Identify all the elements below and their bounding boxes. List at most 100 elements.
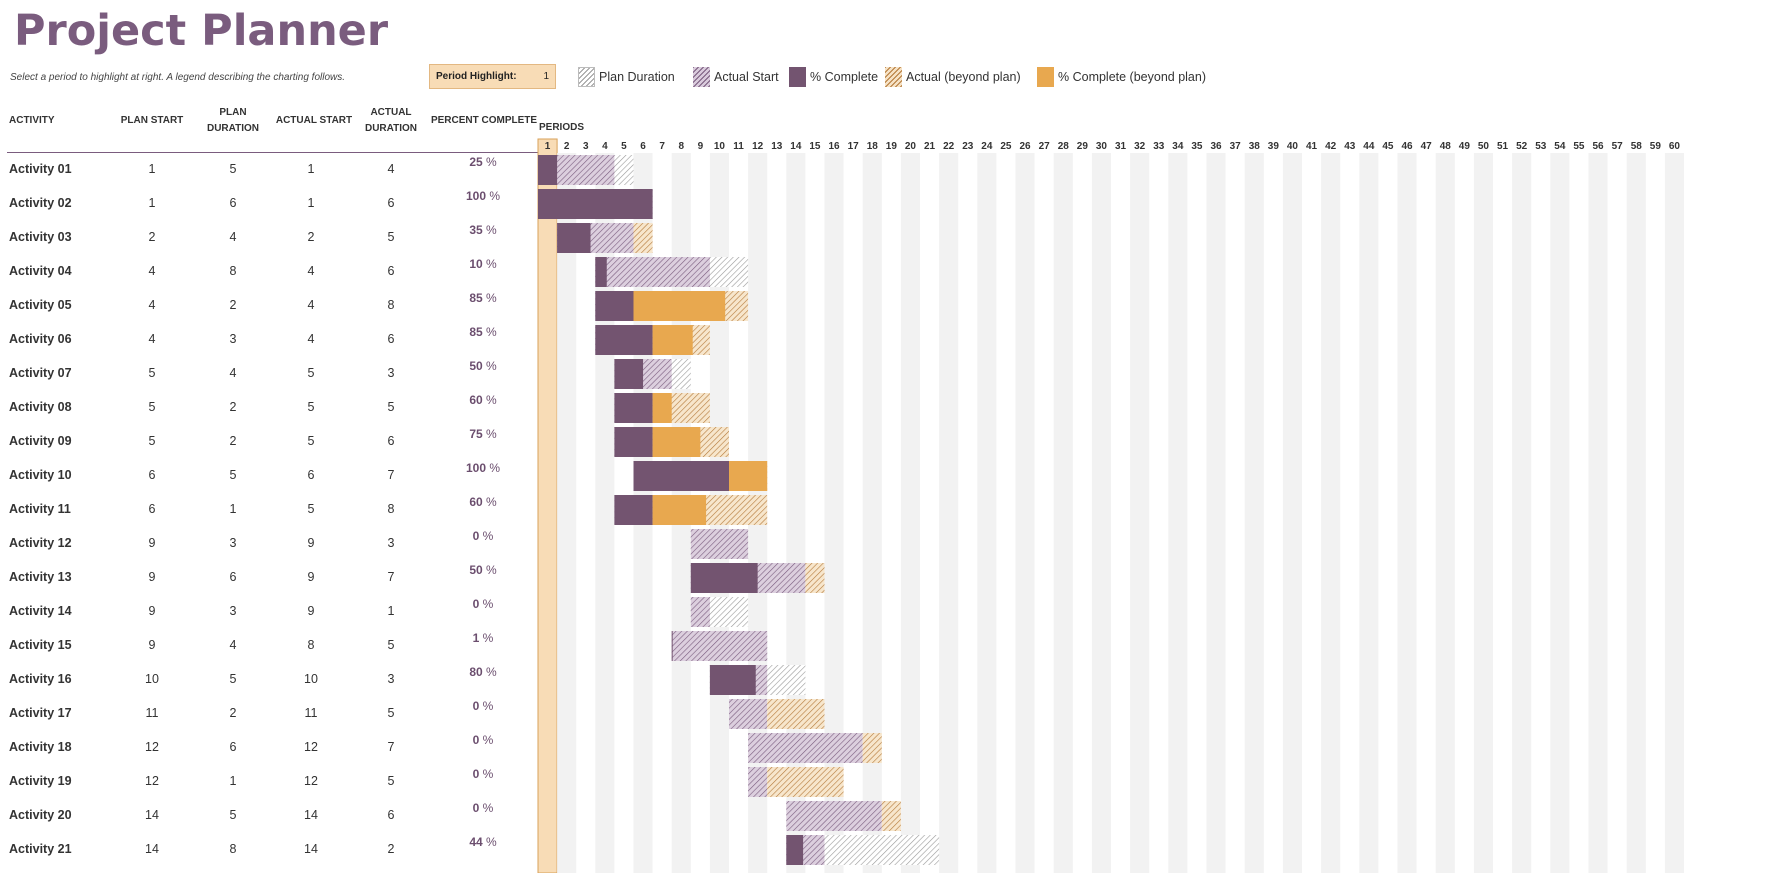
plan-start-cell: 1 [148, 162, 156, 176]
percent-complete-bar [614, 393, 653, 423]
actual-beyond-plan-bar [805, 563, 825, 593]
plan-duration-cell: 8 [229, 842, 237, 856]
plan-duration-cell: 4 [229, 638, 237, 652]
plan-start-cell: 14 [145, 842, 159, 856]
period-column [1397, 153, 1417, 873]
plan-start-cell: 11 [145, 706, 159, 720]
activity-name: Activity 12 [9, 536, 72, 550]
legend-plan-duration: Plan Duration [578, 67, 675, 87]
actual-beyond-plan-bar [881, 801, 901, 831]
highlight-column [537, 138, 558, 873]
percent-complete-bar [557, 223, 591, 253]
legend-label: % Complete (beyond plan) [1058, 70, 1206, 84]
complete-beyond-plan-bar [652, 495, 707, 525]
actual-beyond-plan-bar [767, 767, 844, 797]
period-label: 23 [962, 141, 974, 152]
actual-duration-cell: 7 [387, 570, 395, 584]
percent-sign: % [482, 495, 497, 509]
period-label: 11 [733, 141, 744, 152]
period-label: 46 [1401, 141, 1413, 152]
percent-value: 80 [469, 665, 483, 679]
plan-duration-cell: 3 [229, 536, 237, 550]
actual-beyond-plan-bar [633, 223, 653, 253]
actual-bar [729, 699, 768, 729]
actual-duration-cell: 3 [387, 366, 395, 380]
legend-complete-beyond-plan: % Complete (beyond plan) [1037, 67, 1206, 87]
actual-start-cell: 14 [304, 842, 318, 856]
period-column [786, 153, 806, 873]
percent-value: 0 [472, 767, 480, 781]
period-label: 8 [678, 141, 684, 152]
period-column [1091, 153, 1111, 873]
actual-start-cell: 9 [307, 604, 315, 618]
period-label: 34 [1172, 141, 1184, 152]
percent-value: 0 [472, 699, 480, 713]
legend-actual-start: Actual Start [693, 67, 779, 87]
col-header-percent-complete: PERCENT COMPLETE [430, 115, 538, 126]
activity-name: Activity 07 [9, 366, 72, 380]
period-highlight-box: Period Highlight: 1 [429, 64, 556, 89]
actual-bar [748, 733, 863, 763]
period-label: 38 [1249, 141, 1261, 152]
activity-name: Activity 21 [9, 842, 72, 856]
plan-start-cell: 10 [145, 672, 159, 686]
percent-complete-bar [690, 563, 758, 593]
actual-duration-cell: 6 [387, 808, 395, 822]
period-label: 57 [1612, 141, 1624, 152]
complete-beyond-plan-bar [633, 291, 726, 321]
period-highlight-input[interactable]: 1 [543, 71, 549, 82]
col-header-plan-duration: PLAN DURATION [193, 105, 273, 137]
percent-sign: % [479, 529, 494, 543]
period-label: 39 [1268, 141, 1280, 152]
period-label: 40 [1287, 141, 1299, 152]
complete-beyond-plan-bar [652, 393, 672, 423]
plan-duration-cell: 3 [229, 604, 237, 618]
activity-name: Activity 15 [9, 638, 72, 652]
actual-start-cell: 4 [307, 298, 315, 312]
period-column [939, 153, 959, 873]
actual-duration-cell: 1 [387, 604, 395, 618]
col-header-activity: ACTIVITY [9, 115, 55, 126]
actual-duration-cell: 3 [387, 536, 395, 550]
percent-sign: % [482, 563, 497, 577]
period-column [557, 153, 577, 873]
percent-sign: % [482, 427, 497, 441]
percent-sign: % [482, 291, 497, 305]
period-label: 7 [659, 141, 665, 152]
period-label: 13 [771, 141, 783, 152]
actual-start-cell: 5 [307, 502, 315, 516]
actual-duration-cell: 4 [387, 162, 395, 176]
period-column [1321, 153, 1341, 873]
period-column [1130, 153, 1150, 873]
actual-start-cell: 5 [307, 400, 315, 414]
percent-sign: % [482, 665, 497, 679]
percent-complete-cell: 85 % [453, 291, 513, 305]
percent-complete-bar [595, 257, 607, 287]
period-column [1015, 153, 1035, 873]
period-label: 26 [1019, 141, 1031, 152]
period-label: 24 [981, 141, 993, 152]
percent-value: 25 [469, 155, 483, 169]
period-label: 56 [1592, 141, 1604, 152]
percent-value: 50 [469, 359, 483, 373]
actual-duration-cell: 6 [387, 196, 395, 210]
period-column [1550, 153, 1570, 873]
activity-name: Activity 09 [9, 434, 72, 448]
period-label: 49 [1459, 141, 1471, 152]
plan-start-cell: 2 [148, 230, 156, 244]
percent-value: 35 [469, 223, 483, 237]
percent-value: 50 [469, 563, 483, 577]
complete-beyond-plan-bar [652, 427, 701, 457]
actual-duration-cell: 5 [387, 638, 395, 652]
plan-start-cell: 9 [148, 638, 156, 652]
period-label: 25 [1000, 141, 1012, 152]
plan-start-cell: 12 [145, 774, 159, 788]
percent-value: 75 [469, 427, 483, 441]
col-header-line: ACTUAL [370, 107, 412, 118]
period-label: 2 [564, 141, 570, 152]
legend-label: Actual (beyond plan) [906, 70, 1021, 84]
plan-duration-cell: 6 [229, 196, 237, 210]
percent-complete-cell: 0 % [453, 699, 513, 713]
plan-start-cell: 5 [148, 366, 156, 380]
percent-complete-cell: 0 % [453, 801, 513, 815]
